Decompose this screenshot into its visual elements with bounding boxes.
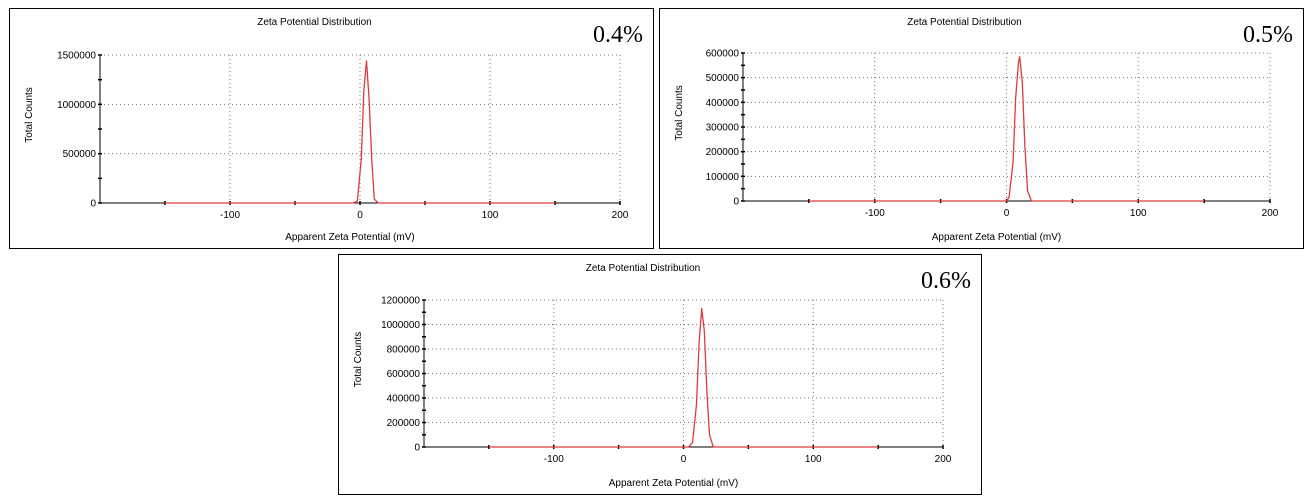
chart-title: Zeta Potential Distribution xyxy=(586,263,701,274)
x-tick-label: -100 xyxy=(865,208,885,219)
x-tick-label: 0 xyxy=(1004,208,1010,219)
series-line xyxy=(165,60,555,204)
y-tick-label: 1000000 xyxy=(57,100,96,111)
y-tick-label: 1000000 xyxy=(381,320,420,331)
y-tick-label: 0 xyxy=(733,197,739,208)
chart-title: Zeta Potential Distribution xyxy=(907,17,1022,28)
x-tick-label: -100 xyxy=(220,210,240,221)
y-axis-label: Total Counts xyxy=(353,332,364,388)
x-tick-label: 0 xyxy=(681,454,687,465)
chart-title: Zeta Potential Distribution xyxy=(257,17,372,28)
y-tick-label: 400000 xyxy=(706,98,740,109)
series-line xyxy=(808,56,1205,202)
x-tick-label: 0 xyxy=(357,210,363,221)
x-tick-label: -100 xyxy=(544,454,564,465)
series-line xyxy=(488,307,879,448)
chart-panel-0-5-percent: Zeta Potential Distribution 0.5% -100 0 100 2… xyxy=(659,8,1304,249)
y-tick-label: 1500000 xyxy=(57,51,96,62)
x-axis-label: Apparent Zeta Potential (mV) xyxy=(932,232,1062,243)
concentration-label: 0.5% xyxy=(1243,22,1293,48)
y-tick-label: 200000 xyxy=(706,147,740,158)
y-tick-label: 300000 xyxy=(706,123,740,134)
y-tick-label: 400000 xyxy=(387,394,421,405)
y-tick-label: 800000 xyxy=(387,345,421,356)
y-tick-label: 500000 xyxy=(706,73,740,84)
y-tick-label: 500000 xyxy=(63,149,97,160)
y-axis-label: Total Counts xyxy=(674,85,685,141)
concentration-label: 0.4% xyxy=(593,22,643,48)
x-tick-label: 100 xyxy=(1130,208,1147,219)
y-tick-label: 600000 xyxy=(706,49,740,60)
x-axis-label: Apparent Zeta Potential (mV) xyxy=(609,478,739,489)
y-tick-label: 0 xyxy=(90,199,96,210)
x-tick-label: 100 xyxy=(805,454,822,465)
chart-svg: Zeta Potential Distribution 0.6% -100 0 100 2… xyxy=(353,263,971,489)
y-tick-label: 1200000 xyxy=(381,296,420,307)
y-tick-label: 100000 xyxy=(706,172,740,183)
x-axis-label: Apparent Zeta Potential (mV) xyxy=(285,232,415,243)
chart-panel-0-6-percent: Zeta Potential Distribution 0.6% -100 0 100 2… xyxy=(338,254,982,495)
chart-svg: Zeta Potential Distribution 0.5% -100 0 100 2… xyxy=(674,17,1293,243)
concentration-label: 0.6% xyxy=(921,268,971,294)
y-tick-label: 200000 xyxy=(387,418,421,429)
chart-panel-0-4-percent: Zeta Potential Distribution 0.4% -100 0 100 2… xyxy=(9,8,654,249)
x-tick-label: 200 xyxy=(1262,208,1279,219)
x-tick-label: 100 xyxy=(482,210,499,221)
y-tick-label: 0 xyxy=(414,443,420,454)
y-axis-label: Total Counts xyxy=(24,87,35,143)
x-tick-label: 200 xyxy=(935,454,952,465)
x-tick-label: 200 xyxy=(612,210,629,221)
y-tick-label: 600000 xyxy=(387,369,421,380)
chart-svg: Zeta Potential Distribution 0.4% -100 0 100 2… xyxy=(24,17,643,243)
